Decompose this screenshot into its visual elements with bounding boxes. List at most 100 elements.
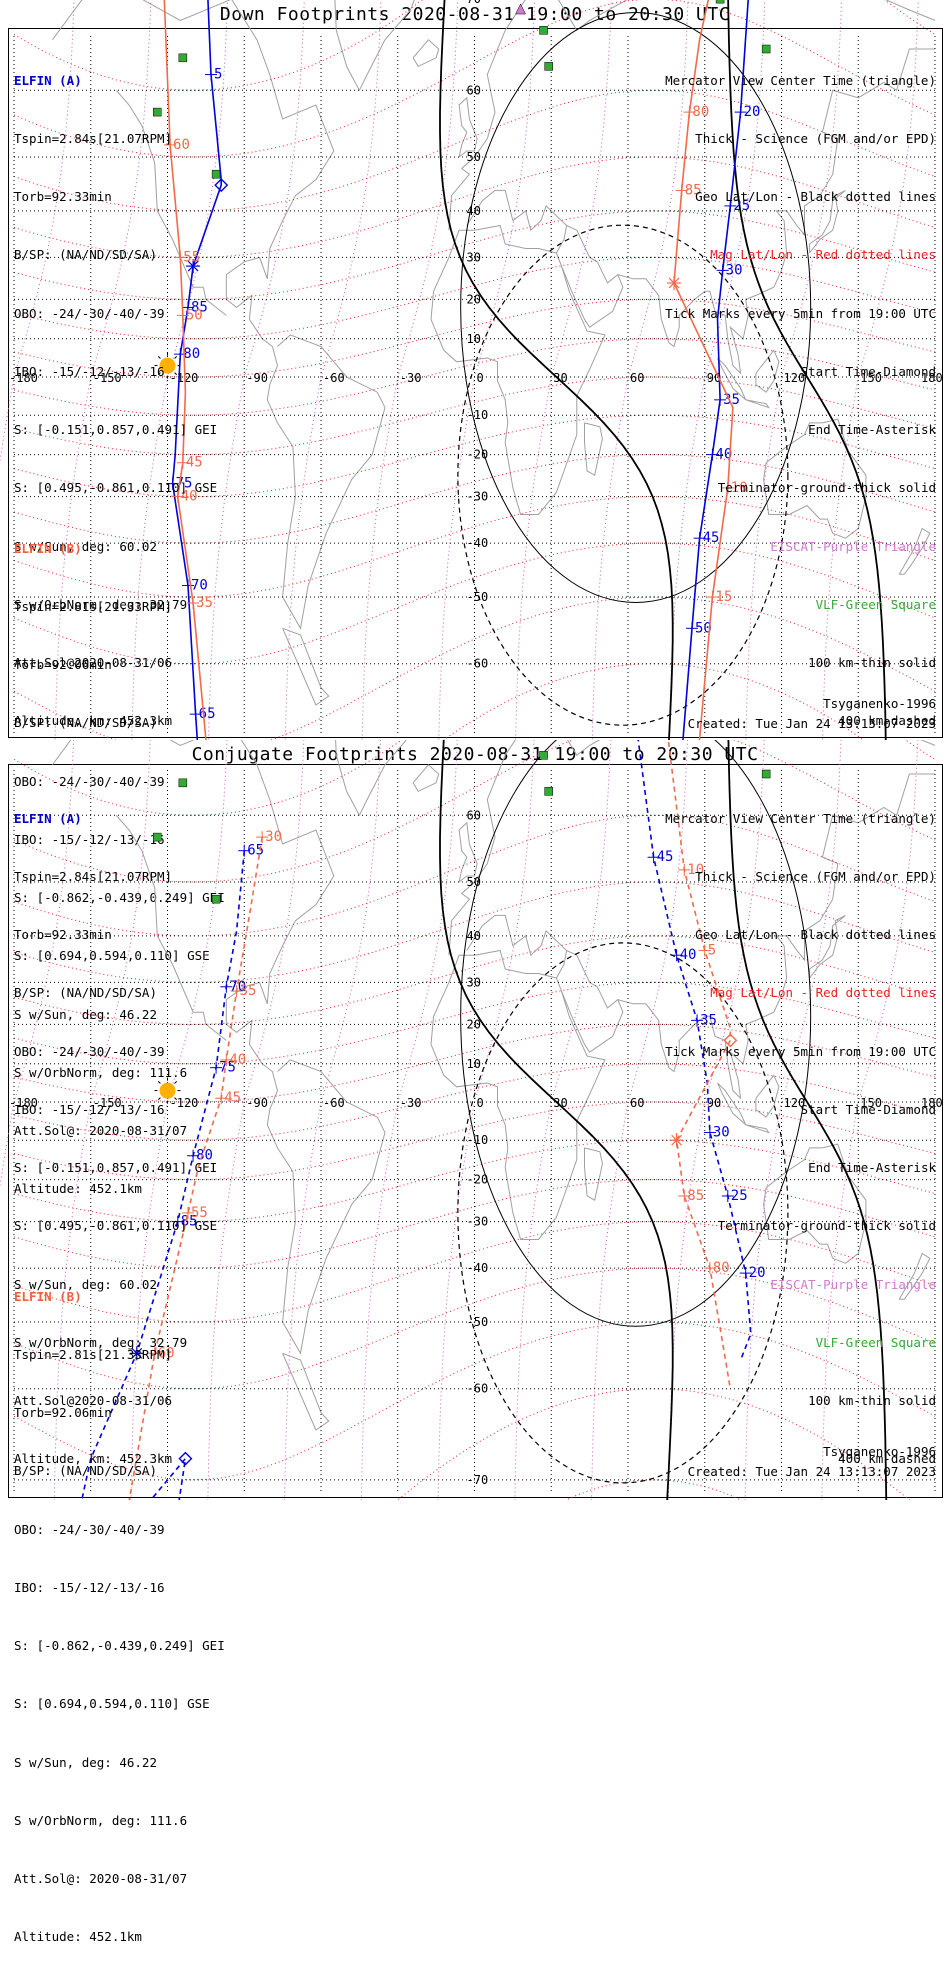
- vlf-square: [539, 26, 548, 35]
- lat-tick-label: -30: [467, 1215, 489, 1229]
- info-line: S w/OrbNorm, deg: 111.6: [14, 1064, 188, 1080]
- fov-100km-circle: [460, 11, 812, 603]
- coastline: [282, 1352, 330, 1431]
- tick-label: 35: [240, 983, 257, 999]
- info-line: Torb=92.06min: [14, 1405, 112, 1421]
- coastline: [561, 950, 624, 1053]
- tick-label: 80: [692, 104, 709, 120]
- legend-item: VLF-Green Square: [815, 1334, 936, 1350]
- sun-ray: [157, 372, 161, 376]
- mag-lon-line: [360, 740, 458, 1500]
- info-line: IBO: -15/-12/-13/-16: [14, 1579, 165, 1595]
- legend-item: Tick Marks every 5min from 19:00 UTC: [665, 305, 936, 321]
- tick-label: 50: [186, 307, 203, 323]
- legend-item: End Time-Asterisk: [808, 422, 936, 438]
- mag-lat-line: [564, 1479, 743, 1500]
- down-footprints-panel: Down Footprints 2020-08-31 19:00 to 20:3…: [0, 0, 950, 1196]
- footprint-track: 151058580: [667, 740, 738, 1389]
- lon-tick-label: -30: [400, 1096, 422, 1110]
- model-label: Tsyganenko-1996: [823, 696, 936, 711]
- fov-400km-circle: [457, 224, 789, 726]
- elfin-a-info: ELFIN (A) Tspin=2.84s[21.07RPM] Torb=92.…: [14, 32, 217, 769]
- sun-ray: [174, 1097, 178, 1101]
- lat-tick-label: 30: [467, 975, 481, 989]
- mercator-map: -180-150-120-90-60-300306090120150180706…: [0, 740, 943, 1500]
- info-line: S w/Sun, deg: 60.02: [14, 538, 157, 554]
- lon-tick-label: -60: [323, 1096, 345, 1110]
- conjugate-footprints-panel: Conjugate Footprints 2020-08-31 19:00 to…: [0, 740, 950, 1944]
- info-line: Att.Sol@2020-08-31/06: [14, 655, 173, 670]
- vlf-square: [178, 53, 188, 63]
- mag-lat-line: [13, 935, 936, 1025]
- legend-item: Terminator-ground-thick solid: [717, 480, 936, 496]
- info-line: IBO: -15/-12/-13/-16: [14, 363, 165, 379]
- legend-item: Terminator-ground-thick solid: [717, 1218, 936, 1234]
- coastline: [51, 740, 386, 1355]
- legend-item: Start Time-Diamond: [800, 363, 936, 379]
- terminator-line: [727, 0, 887, 740]
- info-line: B/SP: (NA/ND/SD/SA): [14, 247, 157, 263]
- tick-label: 35: [196, 595, 213, 611]
- mag-lat-line: [13, 1267, 936, 1390]
- coastline: [898, 1252, 931, 1300]
- sun-ray: [174, 372, 178, 376]
- info-line: Altitude: 452.1km: [14, 1181, 142, 1197]
- lat-tick-label: -10: [467, 1133, 489, 1147]
- lon-tick-label: -90: [246, 1096, 268, 1110]
- lon-tick-label: 0: [477, 1096, 484, 1110]
- geo-grid: [13, 36, 936, 734]
- tick-label: 5: [708, 942, 716, 958]
- lat-tick-label: 60: [467, 83, 481, 97]
- coastline: [584, 1147, 603, 1201]
- vlf-square: [761, 44, 771, 54]
- sun-ray: [174, 356, 178, 359]
- info-line: Att.Sol@2020-08-31/06: [14, 1393, 173, 1408]
- footprint-track: 50454035302520: [637, 740, 766, 1361]
- mag-lat-line: [13, 542, 936, 665]
- coastline: [584, 422, 603, 476]
- fov-400km-circle: [457, 942, 789, 1484]
- legend-item: Mercator View Center Time (triangle): [665, 810, 936, 826]
- tick-label: 40: [680, 947, 697, 963]
- info-line: Tspin=2.84s[21.07RPM]: [14, 869, 173, 885]
- tick-label: 45: [703, 530, 720, 546]
- lat-tick-label: -70: [467, 1473, 489, 1487]
- fov-100km-circle: [460, 740, 812, 1327]
- lat-tick-label: 20: [467, 292, 481, 306]
- lon-tick-label: -180: [9, 1096, 38, 1110]
- coastline: [115, 814, 156, 888]
- track-line: [171, 0, 222, 740]
- elfin-b-info: ELFIN (B) Tspin=2.81s[21.33RPM] Torb=92.…: [14, 500, 225, 1237]
- coastline: [458, 96, 478, 158]
- coastline: [755, 1074, 780, 1118]
- lon-tick-label: 120: [784, 1096, 806, 1110]
- track-line: [128, 836, 263, 1500]
- info-line: S: [-0.862,-0.439,0.249] GEI: [14, 1638, 225, 1654]
- coastline: [430, 914, 568, 1045]
- legend-item: EISCAT-Purple Triangle: [770, 1276, 936, 1292]
- coastline: [412, 764, 440, 793]
- info-line: S: [-0.151,0.857,0.491] GEI: [14, 422, 218, 438]
- info-line: S w/Sun, deg: 60.02: [14, 1276, 157, 1292]
- info-line: B/SP: (NA/ND/SD/SA): [14, 985, 157, 1001]
- terminator-line: [439, 0, 674, 740]
- lat-tick-label: -40: [467, 1261, 489, 1275]
- elfin-a-header: ELFIN (A): [14, 72, 82, 88]
- info-line: Altitude: 452.1km: [14, 1929, 142, 1945]
- tick-label: 30: [713, 1124, 730, 1140]
- tick-label: 20: [744, 104, 761, 120]
- track-line: [637, 740, 752, 1361]
- lon-tick-label: -90: [246, 371, 268, 385]
- lat-tick-label: -60: [467, 1382, 489, 1396]
- track-line: [673, 0, 734, 740]
- terminator-line: [439, 740, 674, 1500]
- info-line: Tspin=2.81s[21.33RPM]: [14, 1347, 173, 1363]
- info-line: IBO: -15/-12/-13/-16: [14, 1101, 165, 1117]
- coastline: [898, 527, 931, 575]
- lat-tick-label: 20: [467, 1017, 481, 1031]
- lat-tick-label: 30: [467, 250, 481, 264]
- legend-item: EISCAT-Purple Triangle: [770, 538, 936, 554]
- info-line: S: [0.694,0.594,0.110] GSE: [14, 948, 210, 964]
- sun-icon: [154, 1077, 181, 1104]
